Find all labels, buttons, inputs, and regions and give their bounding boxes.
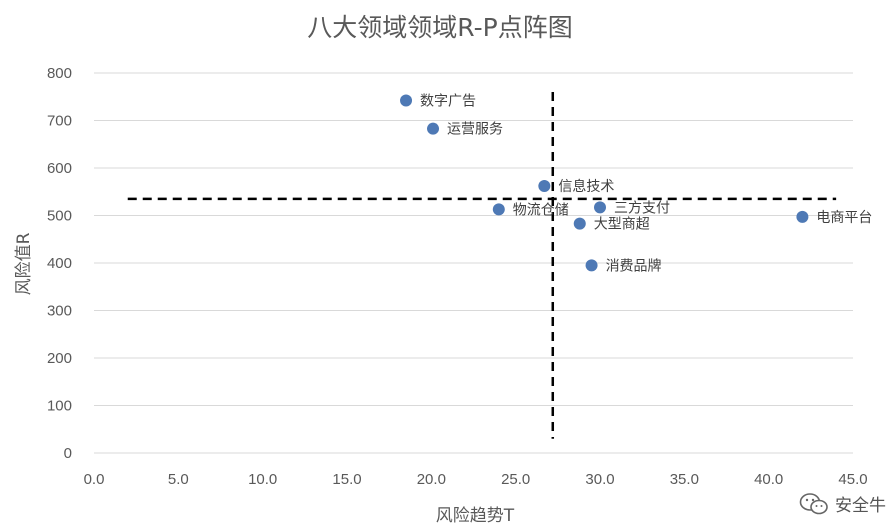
watermark: 安全牛 — [799, 491, 886, 516]
data-point — [538, 180, 551, 193]
chart-title: 八大领域领域R-P点阵图 — [307, 13, 572, 42]
x-tick-label: 15.0 — [332, 471, 361, 488]
gridlines — [94, 72, 853, 406]
y-tick-label: 500 — [47, 208, 72, 225]
y-tick-label: 300 — [47, 303, 72, 320]
y-tick-label: 700 — [47, 113, 72, 130]
data-point — [492, 203, 505, 216]
y-tick-label: 200 — [47, 350, 72, 367]
y-tick-label: 100 — [47, 398, 72, 415]
x-tick-label: 30.0 — [585, 471, 614, 488]
y-tick-label: 0 — [64, 445, 72, 462]
y-tick-label: 800 — [47, 65, 72, 82]
x-tick-label: 45.0 — [838, 471, 867, 488]
data-point-label: 三方支付 — [614, 200, 670, 216]
data-point — [796, 210, 809, 223]
data-point — [585, 259, 598, 272]
y-tick-label: 600 — [47, 160, 72, 177]
x-tick-label: 25.0 — [501, 471, 530, 488]
data-point-label: 数字广告 — [420, 94, 476, 110]
data-point-label: 电商平台 — [816, 210, 872, 226]
y-axis-title: 风险值R — [14, 232, 34, 295]
data-point — [573, 217, 586, 230]
x-tick-label: 0.0 — [84, 471, 105, 488]
wechat-icon — [799, 492, 828, 514]
data-point-label: 运营服务 — [447, 122, 503, 138]
watermark-text: 安全牛 — [835, 496, 886, 516]
x-tick-label: 5.0 — [168, 471, 189, 488]
axes: 0 100 200 300 400 500 600 700 800 0.0 5.0 10.0 15.0 2… — [47, 65, 868, 488]
x-axis-title: 风险趋势T — [436, 506, 515, 526]
data-point — [427, 122, 440, 135]
data-point-label: 大型商超 — [594, 217, 650, 233]
x-tick-label: 20.0 — [417, 471, 446, 488]
data-point — [400, 94, 413, 107]
x-tick-label: 10.0 — [248, 471, 277, 488]
reference-lines — [127, 92, 837, 439]
data-point-label: 信息技术 — [558, 178, 614, 195]
y-tick-label: 400 — [47, 255, 72, 272]
x-tick-label: 40.0 — [754, 471, 783, 488]
data-point-label: 消费品牌 — [606, 257, 662, 274]
data-point — [594, 201, 606, 214]
data-point-label: 物流仓储 — [513, 202, 569, 218]
x-tick-label: 35.0 — [670, 471, 699, 488]
